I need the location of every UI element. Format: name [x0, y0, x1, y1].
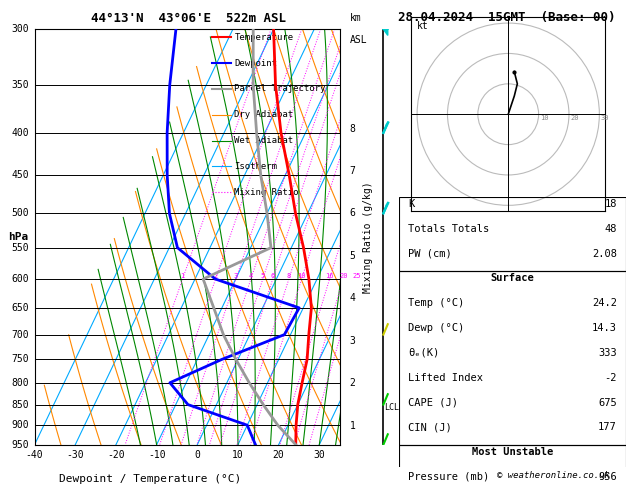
Text: 18: 18	[604, 199, 617, 209]
Text: Totals Totals: Totals Totals	[408, 224, 490, 234]
Text: Pressure (mb): Pressure (mb)	[408, 472, 490, 482]
Text: K: K	[408, 199, 415, 209]
Text: kt: kt	[417, 21, 429, 31]
Text: 24.2: 24.2	[592, 298, 617, 308]
Text: Dewp (°C): Dewp (°C)	[408, 323, 465, 333]
Text: -2: -2	[604, 373, 617, 382]
Text: 3: 3	[350, 336, 355, 346]
Text: Parcel Trajectory: Parcel Trajectory	[235, 85, 326, 93]
Text: 400: 400	[11, 128, 29, 138]
Text: 1: 1	[181, 273, 185, 279]
Text: Most Unstable: Most Unstable	[472, 447, 554, 457]
Text: 2: 2	[350, 378, 355, 388]
Text: 8: 8	[287, 273, 291, 279]
Text: -10: -10	[148, 450, 165, 460]
Text: 0: 0	[194, 450, 200, 460]
Text: PW (cm): PW (cm)	[408, 249, 452, 259]
Text: 5: 5	[260, 273, 265, 279]
Text: 650: 650	[11, 303, 29, 313]
Text: -40: -40	[26, 450, 43, 460]
Text: 30: 30	[601, 115, 610, 122]
Text: 8: 8	[350, 123, 355, 134]
Text: 1: 1	[350, 420, 355, 431]
Text: 20: 20	[273, 450, 284, 460]
Text: 956: 956	[598, 472, 617, 482]
Text: 14.3: 14.3	[592, 323, 617, 333]
Text: 20: 20	[339, 273, 347, 279]
Text: 28.04.2024  15GMT  (Base: 00): 28.04.2024 15GMT (Base: 00)	[398, 11, 615, 24]
Text: 177: 177	[598, 422, 617, 433]
Text: 800: 800	[11, 378, 29, 388]
Text: 4: 4	[248, 273, 253, 279]
Text: km: km	[350, 13, 362, 23]
Text: 550: 550	[11, 243, 29, 253]
Text: 675: 675	[598, 398, 617, 407]
Text: LCL: LCL	[384, 403, 399, 413]
Text: 6: 6	[350, 208, 355, 219]
Text: CAPE (J): CAPE (J)	[408, 398, 459, 407]
Text: 600: 600	[11, 274, 29, 284]
Text: θₑ(K): θₑ(K)	[408, 348, 440, 358]
Text: Wet Adiabat: Wet Adiabat	[235, 136, 294, 145]
Text: Dry Adiabat: Dry Adiabat	[235, 110, 294, 119]
Text: 4: 4	[350, 293, 355, 303]
Text: hPa: hPa	[8, 232, 28, 242]
Text: 10: 10	[540, 115, 548, 122]
Text: 900: 900	[11, 420, 29, 430]
Text: Temp (°C): Temp (°C)	[408, 298, 465, 308]
Polygon shape	[384, 23, 387, 35]
Text: Isotherm: Isotherm	[235, 162, 277, 171]
Bar	[399, 445, 626, 486]
Text: Dewpoint / Temperature (°C): Dewpoint / Temperature (°C)	[59, 474, 242, 484]
Bar	[399, 197, 626, 271]
Text: 5: 5	[350, 251, 355, 261]
Text: 44°13'N  43°06'E  522m ASL: 44°13'N 43°06'E 522m ASL	[91, 12, 286, 25]
Text: -20: -20	[107, 450, 125, 460]
Text: CIN (J): CIN (J)	[408, 422, 452, 433]
Text: 750: 750	[11, 354, 29, 364]
Bar	[399, 271, 626, 445]
Text: 2: 2	[213, 273, 218, 279]
Text: 950: 950	[11, 440, 29, 450]
Text: Lifted Index: Lifted Index	[408, 373, 484, 382]
Text: 500: 500	[11, 208, 29, 218]
Text: 450: 450	[11, 170, 29, 180]
Text: 700: 700	[11, 330, 29, 340]
Text: 10: 10	[298, 273, 306, 279]
Text: -30: -30	[67, 450, 84, 460]
Text: 333: 333	[598, 348, 617, 358]
Text: 2.08: 2.08	[592, 249, 617, 259]
Text: 25: 25	[353, 273, 362, 279]
Text: 16: 16	[325, 273, 334, 279]
Text: 20: 20	[571, 115, 579, 122]
Text: 30: 30	[313, 450, 325, 460]
Text: 850: 850	[11, 399, 29, 410]
Text: Mixing Ratio: Mixing Ratio	[235, 188, 299, 196]
Text: Surface: Surface	[491, 274, 535, 283]
Text: Temperature: Temperature	[235, 33, 294, 42]
Text: 3: 3	[234, 273, 238, 279]
Text: 48: 48	[604, 224, 617, 234]
Text: 10: 10	[232, 450, 244, 460]
Text: Mixing Ratio (g/kg): Mixing Ratio (g/kg)	[364, 181, 373, 293]
Text: 350: 350	[11, 80, 29, 90]
Text: 300: 300	[11, 24, 29, 34]
Text: Dewpoint: Dewpoint	[235, 59, 277, 68]
Text: © weatheronline.co.uk: © weatheronline.co.uk	[498, 471, 610, 480]
Text: 7: 7	[350, 166, 355, 176]
Text: ASL: ASL	[350, 35, 367, 45]
Text: 6: 6	[270, 273, 275, 279]
